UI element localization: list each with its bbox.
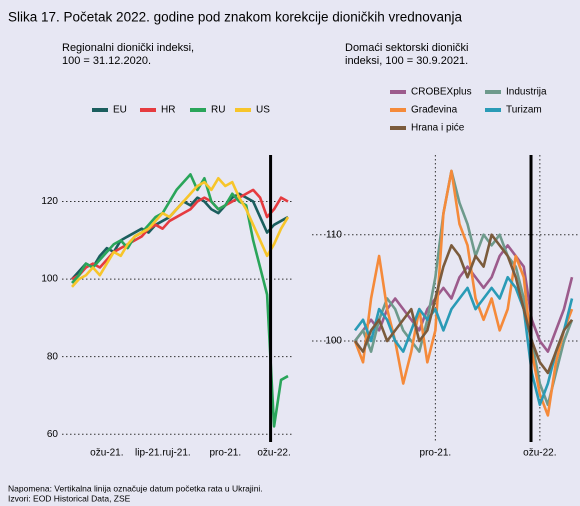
subtitle: Domaći sektorski dionički [345,42,468,54]
y-tick-label: 100 [325,336,342,347]
legend-label: Građevina [411,105,458,116]
series-line [353,169,574,417]
x-tick-label: ruj-21. [162,448,190,459]
legend-label: HR [161,105,175,116]
subtitle: indeksi, 100 = 30.9.2021. [345,55,468,67]
note: Napomena: Vertikalna linija označuje dat… [8,483,263,493]
series-line [353,233,574,375]
series-line [71,188,289,281]
subtitle: Regionalni dionički indeksi, [62,42,194,54]
series-line [71,173,289,428]
series-line [353,275,574,407]
y-tick-label: 60 [47,429,59,440]
legend-label: US [256,105,270,116]
y-tick-label: 80 [47,351,59,362]
y-tick-label: 110 [326,229,342,240]
legend-label: RU [211,105,225,116]
x-tick-label: ožu-22. [257,448,290,459]
series-line [71,176,290,288]
legend-label: Hrana i piće [411,123,465,134]
x-tick-label: ožu-22. [523,448,556,459]
source: Izvori: EOD Historical Data, ZSE [8,493,131,503]
legend-label: Industrija [506,87,547,98]
x-tick-label: ožu-21. [90,448,123,459]
y-tick-label: 100 [41,274,58,285]
x-tick-label: pro-21. [209,448,241,459]
legend-label: Turizam [506,105,542,116]
x-tick-label: pro-21. [420,448,452,459]
figure-title: Slika 17. Početak 2022. godine pod znako… [8,10,463,25]
legend-label: EU [113,105,127,116]
x-tick-label: lip-21. [135,448,162,459]
subtitle: 100 = 31.12.2020. [62,55,151,67]
y-tick-label: 120 [41,196,58,207]
legend-label: CROBEXplus [411,87,472,98]
series-line [353,169,574,407]
